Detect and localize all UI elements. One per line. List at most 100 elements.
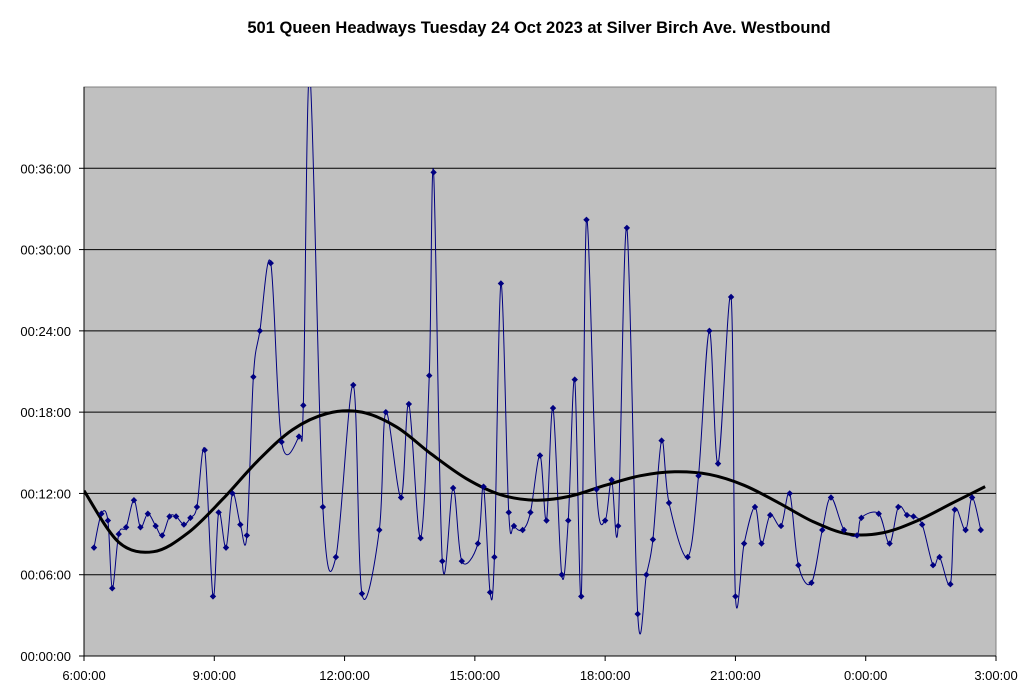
y-tick-label: 00:06:00	[20, 568, 71, 583]
data-point	[714, 460, 722, 467]
data-point	[583, 216, 590, 223]
y-tick-label: 00:24:00	[20, 324, 71, 339]
data-point	[740, 540, 748, 547]
y-tick-label: 00:12:00	[20, 486, 71, 501]
data-point	[858, 514, 865, 522]
data-point	[166, 513, 173, 520]
data-point	[758, 540, 765, 547]
data-point	[243, 532, 251, 539]
data-point	[417, 534, 424, 542]
data-point	[480, 483, 487, 490]
series-layer	[84, 87, 986, 635]
x-tick-label: 18:00:00	[580, 668, 631, 683]
data-point	[895, 503, 902, 511]
data-point	[250, 373, 257, 381]
data-point	[929, 562, 937, 569]
data-point	[886, 540, 893, 547]
data-point	[536, 452, 544, 459]
data-point	[918, 521, 926, 528]
data-point	[614, 522, 622, 530]
data-point	[623, 224, 631, 232]
data-point	[158, 532, 166, 539]
data-point	[215, 509, 222, 516]
grid-lines	[84, 167, 996, 576]
data-point	[578, 593, 585, 600]
data-point	[295, 433, 303, 440]
data-point	[376, 526, 383, 534]
data-point	[766, 511, 774, 519]
data-point	[819, 526, 826, 534]
data-point	[601, 517, 609, 524]
data-point	[665, 499, 673, 507]
data-point	[397, 494, 405, 501]
data-point	[152, 522, 159, 530]
data-point	[449, 484, 457, 492]
data-point	[193, 503, 201, 511]
x-tick-label: 9:00:00	[193, 668, 236, 683]
data-point	[491, 553, 498, 561]
data-point	[962, 526, 969, 534]
data-point	[727, 293, 735, 301]
data-point	[201, 446, 208, 454]
y-tick-label: 00:18:00	[20, 405, 71, 420]
data-point	[426, 372, 433, 379]
data-point	[109, 585, 116, 592]
x-tick-label: 21:00:00	[710, 668, 761, 683]
data-point	[458, 557, 466, 565]
data-point	[222, 544, 230, 551]
data-point	[808, 579, 815, 587]
y-tick-label: 00:30:00	[20, 243, 71, 258]
data-point	[319, 503, 327, 511]
data-point	[543, 517, 550, 524]
data-point	[571, 376, 578, 383]
x-tick-label: 12:00:00	[319, 668, 370, 683]
data-point	[115, 530, 122, 538]
data-point	[936, 553, 943, 561]
data-point	[684, 553, 691, 561]
data-point	[209, 593, 217, 600]
data-point	[840, 526, 848, 534]
data-point	[237, 521, 244, 528]
data-point	[643, 571, 650, 578]
data-point	[593, 486, 600, 493]
x-tick-label: 15:00:00	[450, 668, 501, 683]
data-point	[350, 381, 357, 389]
y-axis-ticks: 00:00:00 00:06:00 00:12:00 00:18:00 00:24:00…	[20, 87, 85, 664]
data-point	[795, 562, 802, 569]
data-point	[439, 557, 446, 565]
data-point	[777, 522, 785, 530]
data-point	[229, 490, 236, 497]
data-point	[510, 522, 518, 530]
data-point	[187, 514, 194, 522]
trend-line	[84, 409, 986, 554]
data-point	[658, 437, 665, 444]
data-point	[634, 610, 641, 618]
data-point	[405, 400, 413, 408]
data-point	[505, 509, 512, 516]
x-tick-label: 6:00:00	[62, 668, 105, 683]
data-point	[786, 490, 793, 497]
data-point	[977, 526, 984, 534]
data-point	[695, 472, 702, 480]
data-point	[474, 540, 482, 547]
data-point	[951, 506, 958, 513]
data-point	[358, 590, 366, 597]
data-point	[497, 280, 505, 287]
data-point	[278, 438, 285, 446]
data-point	[565, 517, 572, 524]
data-point	[104, 517, 112, 524]
y-tick-label: 00:00:00	[20, 649, 71, 664]
data-point	[98, 510, 105, 517]
data-point	[910, 513, 917, 520]
data-point	[382, 408, 390, 416]
data-point	[549, 404, 557, 412]
data-point	[903, 511, 911, 519]
data-point	[751, 503, 759, 511]
data-point	[968, 494, 976, 501]
data-point	[732, 593, 739, 600]
data-point	[486, 589, 494, 596]
data-point	[430, 169, 437, 176]
data-point	[649, 536, 657, 543]
data-point	[180, 521, 188, 528]
